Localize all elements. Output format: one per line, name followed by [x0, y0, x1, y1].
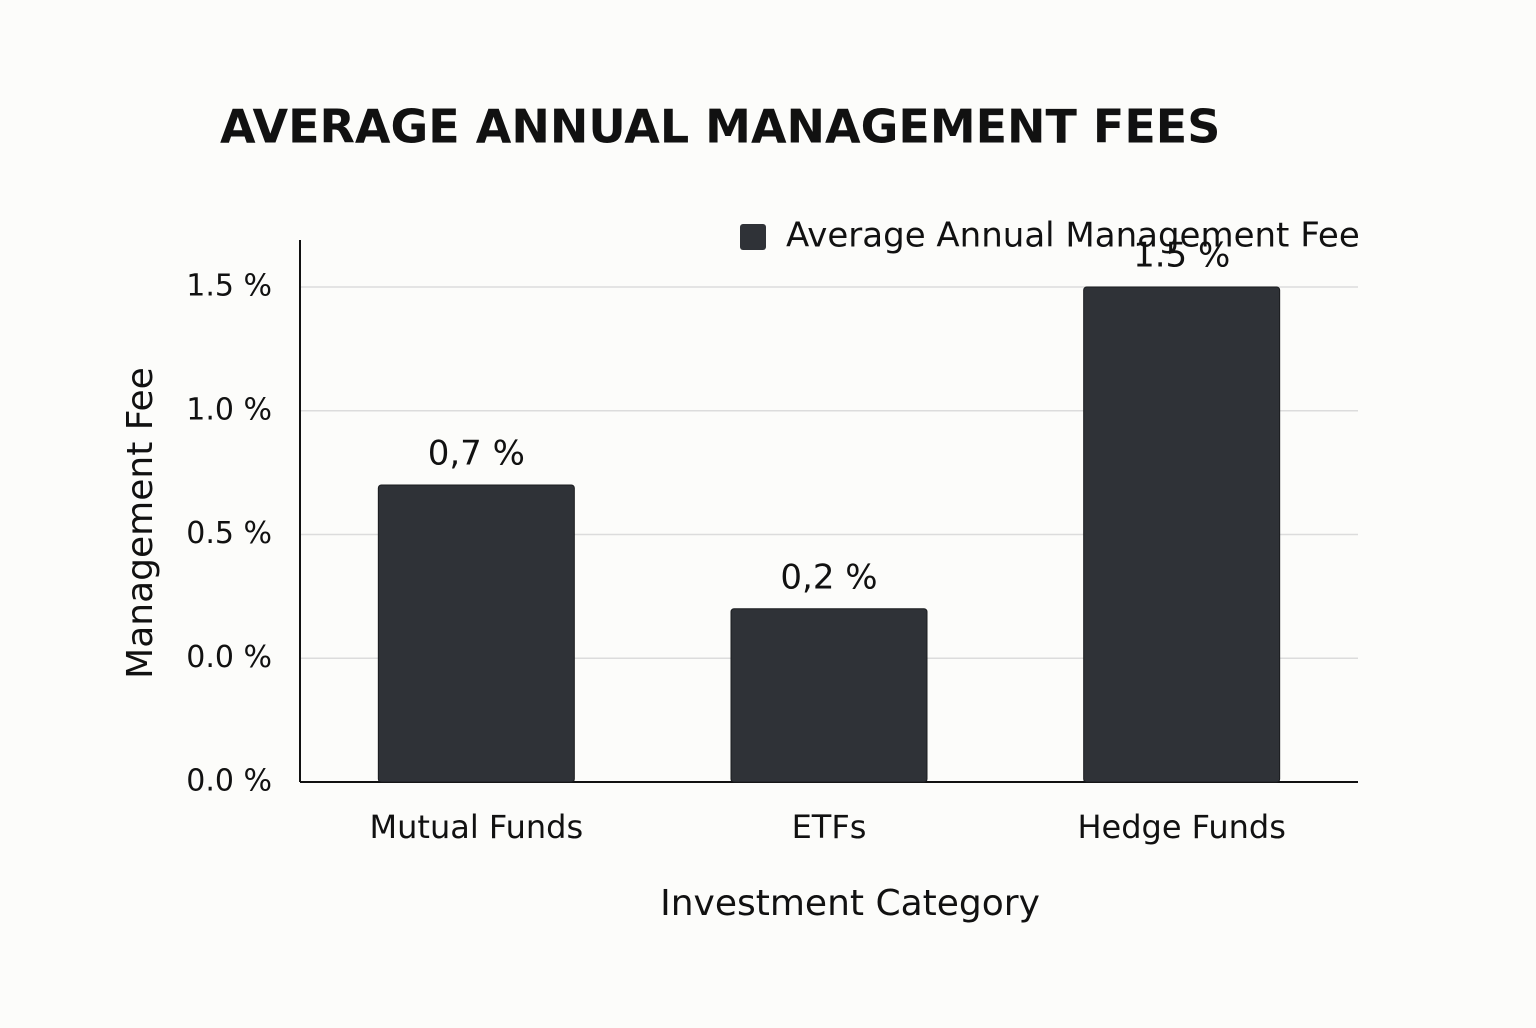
value-label: 0,2 % [780, 557, 877, 597]
y-tick-label: 0.5 % [186, 516, 272, 551]
chart-title: AVERAGE ANNUAL MANAGEMENT FEES [220, 100, 1220, 154]
y-tick-label: 0.0 % [186, 764, 272, 799]
bar [730, 608, 928, 783]
legend-swatch [740, 224, 766, 250]
bar [377, 484, 575, 783]
x-axis-title: Investment Category [660, 883, 1040, 924]
value-label: 1.5 % [1133, 236, 1230, 276]
bar [1083, 286, 1281, 783]
y-tick-label: 0.0 % [186, 640, 272, 675]
x-tick-label: Hedge Funds [1077, 808, 1285, 846]
x-tick-label: Mutual Funds [370, 808, 584, 846]
x-tick-label: ETFs [792, 808, 867, 846]
y-axis-title: Management Fee [120, 367, 161, 679]
y-tick-label: 1.5 % [186, 269, 272, 304]
y-tick-label: 1.0 % [186, 392, 272, 427]
value-label: 0,7 % [428, 434, 525, 474]
legend-label: Average Annual Management Fee [786, 216, 1360, 256]
